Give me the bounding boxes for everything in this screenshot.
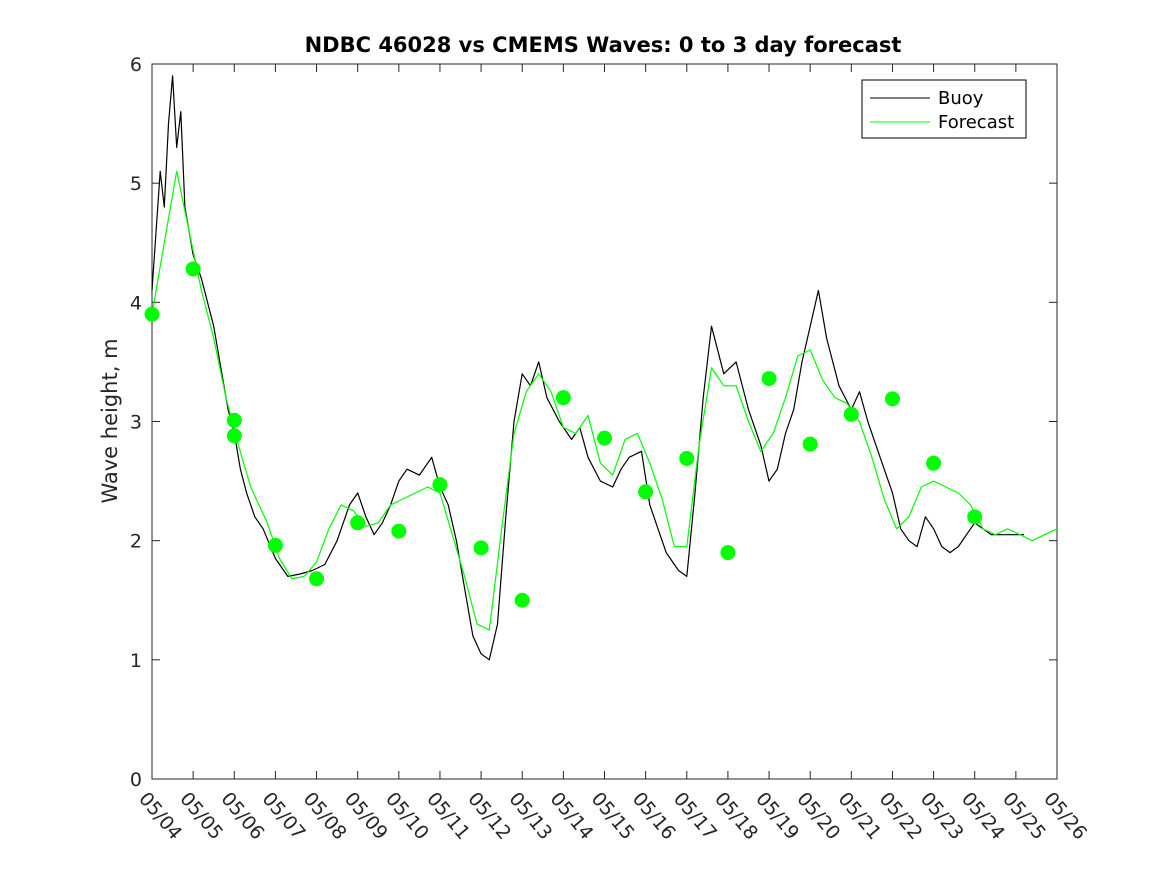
x-tick-label: 05/04 — [134, 788, 186, 844]
x-tick-label: 05/22 — [875, 788, 927, 844]
forecast-marker — [391, 523, 407, 539]
x-tick-label: 05/25 — [998, 788, 1050, 844]
forecast-marker — [514, 592, 530, 608]
forecast-marker — [761, 371, 777, 387]
forecast-marker — [473, 540, 489, 556]
forecast-marker — [226, 428, 242, 444]
x-tick-label: 05/19 — [751, 788, 803, 844]
x-tick-label: 05/20 — [792, 788, 844, 844]
forecast-marker — [679, 450, 695, 466]
x-tick-label: 05/12 — [463, 788, 515, 844]
x-tick-label: 05/06 — [216, 788, 268, 844]
x-tick-label: 05/16 — [628, 788, 680, 844]
x-tick-label: 05/09 — [340, 788, 392, 844]
x-tick-label: 05/05 — [175, 788, 227, 844]
forecast-marker — [350, 515, 366, 531]
chart-title: NDBC 46028 vs CMEMS Waves: 0 to 3 day fo… — [305, 33, 902, 57]
x-tick-label: 05/08 — [299, 788, 351, 844]
legend-box — [861, 79, 1027, 139]
y-tick-label: 3 — [130, 412, 142, 434]
forecast-marker — [884, 391, 900, 407]
forecast-marker — [226, 412, 242, 428]
x-tick-label: 05/26 — [1039, 788, 1091, 844]
x-tick-label: 05/07 — [258, 788, 310, 844]
x-tick-label: 05/15 — [587, 788, 639, 844]
plot-area: 012345605/0405/0505/0605/0705/0805/0905/… — [130, 54, 1091, 844]
y-tick-label: 6 — [130, 54, 142, 76]
series-line-forecast — [151, 170, 1058, 631]
forecast-marker — [597, 430, 612, 446]
x-tick-label: 05/18 — [710, 788, 762, 844]
forecast-marker — [185, 261, 201, 277]
forecast-marker — [638, 484, 654, 500]
y-tick-label: 2 — [130, 531, 142, 553]
y-axis-label: Wave height, m — [98, 338, 122, 503]
series-line-buoy — [151, 75, 1025, 661]
forecast-marker — [267, 537, 283, 553]
x-tick-label: 05/11 — [422, 788, 474, 844]
x-tick-label: 05/17 — [669, 788, 721, 844]
x-tick-label: 05/14 — [546, 788, 598, 844]
legend-label-forecast: Forecast — [938, 112, 1014, 133]
axes-box — [151, 63, 1058, 780]
forecast-marker — [926, 455, 942, 471]
forecast-marker — [309, 571, 325, 587]
x-tick-label: 05/21 — [833, 788, 885, 844]
x-tick-label: 05/13 — [504, 788, 556, 844]
y-tick-label: 5 — [130, 173, 142, 195]
forecast-marker — [432, 477, 448, 493]
forecast-marker — [843, 406, 859, 422]
x-tick-label: 05/10 — [381, 788, 433, 844]
y-tick-label: 1 — [130, 650, 142, 672]
forecast-marker — [802, 436, 818, 452]
legend-label-buoy: Buoy — [938, 88, 984, 109]
x-tick-label: 05/23 — [916, 788, 968, 844]
legend: Buoy Forecast — [861, 79, 1027, 139]
y-tick-label: 4 — [130, 292, 142, 314]
forecast-marker — [555, 390, 571, 406]
forecast-marker — [144, 306, 160, 322]
y-tick-label: 0 — [130, 769, 142, 791]
forecast-marker — [967, 509, 983, 525]
forecast-marker — [720, 545, 736, 561]
x-tick-label: 05/24 — [957, 788, 1009, 844]
